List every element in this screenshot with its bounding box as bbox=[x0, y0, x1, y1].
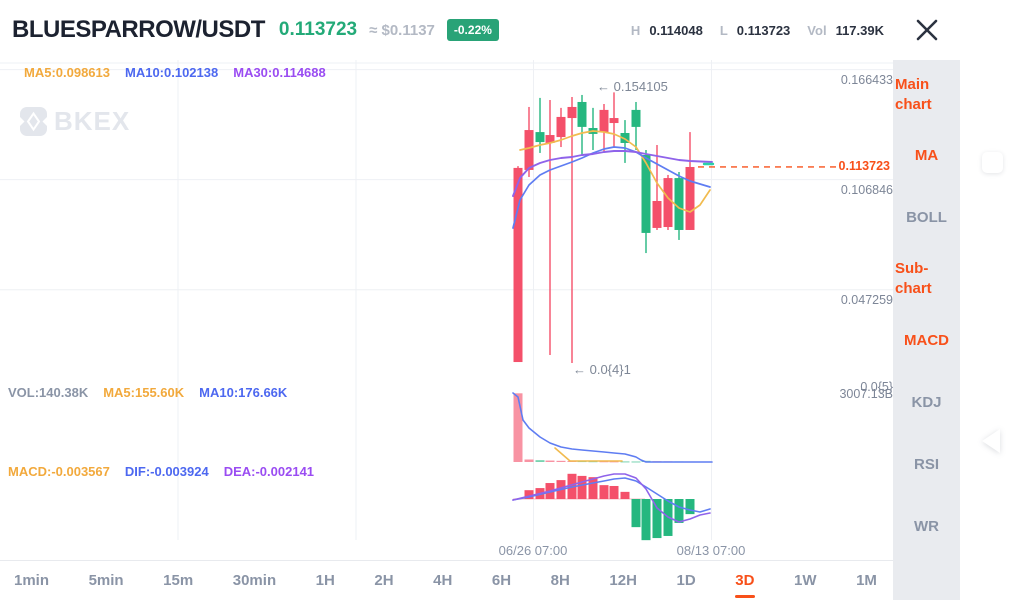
y-axis-label: 0.047259 bbox=[840, 292, 893, 307]
legend-ma5: MA5:155.60K bbox=[103, 385, 185, 400]
y-axis-label: 0.0{5} bbox=[860, 379, 893, 394]
approx-usd-price: ≈ $0.1137 bbox=[369, 21, 435, 39]
chart-area: BKEX MA5:0.098613 MA10:0.102138 MA30:0.114… bbox=[0, 60, 1024, 560]
close-icon[interactable] bbox=[914, 17, 940, 43]
sidebar-item-macd[interactable]: MACD bbox=[904, 332, 949, 349]
volume-axis-max-label: 3007.13B bbox=[839, 387, 893, 401]
change-badge: -0.22% bbox=[446, 19, 499, 41]
timeframe-6h[interactable]: 6H bbox=[491, 572, 512, 589]
volume-legend: VOL:140.38K MA5:155.60K MA10:176.66K bbox=[8, 385, 287, 400]
timeframe-15m[interactable]: 15m bbox=[163, 572, 194, 589]
y-axis-label: 0.166433 bbox=[840, 72, 893, 87]
low-value: 0.113723 bbox=[736, 22, 791, 38]
timeframe-4h[interactable]: 4H bbox=[433, 572, 453, 589]
x-axis-label: 06/26 07:00 bbox=[498, 543, 568, 558]
high-value: 0.114048 bbox=[649, 22, 703, 38]
legend-macd: MACD:-0.003567 bbox=[8, 464, 110, 479]
low-label: L bbox=[719, 22, 728, 38]
legend-ma30: MA30:0.114688 bbox=[233, 65, 326, 80]
timeframe-8h[interactable]: 8H bbox=[550, 572, 570, 589]
legend-ma5: MA5:0.098613 bbox=[24, 65, 110, 80]
timeframe-1min[interactable]: 1min bbox=[14, 572, 50, 589]
last-price: 0.113723 bbox=[278, 19, 358, 40]
legend-vol: VOL:140.38K bbox=[8, 385, 89, 400]
collapsed-tool-button[interactable] bbox=[982, 152, 1003, 173]
timeframe-30min[interactable]: 30min bbox=[232, 572, 277, 589]
collapse-arrow-icon[interactable] bbox=[977, 424, 1007, 458]
candlestick-chart[interactable] bbox=[0, 60, 893, 560]
high-annotation: ← 0.154105 bbox=[597, 79, 668, 94]
sidebar-item-main-chart: Main chart bbox=[895, 76, 932, 113]
high-label: H bbox=[630, 22, 641, 38]
timeframe-5min[interactable]: 5min bbox=[88, 572, 124, 589]
y-axis-label: 0.106846 bbox=[840, 182, 893, 197]
timeframe-bar: 1min 5min 15m 30min 1H 2H 4H 6H 8H 12H 1D 3D 1W 1M bbox=[0, 560, 893, 600]
macd-legend: MACD:-0.003567 DIF:-0.003924 DEA:-0.002141 bbox=[8, 464, 314, 479]
vol-value: 117.39K bbox=[835, 22, 884, 38]
indicator-sidebar: Main chart MA BOLL Sub-chart MACD KDJ RSI WR bbox=[893, 60, 960, 600]
sidebar-item-sub-chart: Sub-chart bbox=[895, 260, 932, 297]
timeframe-1d[interactable]: 1D bbox=[676, 572, 696, 589]
legend-dif: DIF:-0.003924 bbox=[124, 464, 209, 479]
timeframe-2h[interactable]: 2H bbox=[374, 572, 394, 589]
sidebar-item-kdj[interactable]: KDJ bbox=[911, 394, 942, 411]
pair-title: BLUESPARROW/USDT bbox=[12, 16, 265, 43]
timeframe-1h[interactable]: 1H bbox=[315, 572, 335, 589]
high-low-vol-stats: H 0.114048 L 0.113723 Vol 117.39K bbox=[631, 23, 892, 38]
low-annotation: ← 0.0{4}1 bbox=[573, 362, 631, 377]
sidebar-item-ma[interactable]: MA bbox=[914, 147, 939, 164]
timeframe-3d[interactable]: 3D bbox=[735, 572, 755, 589]
main-chart-legend: MA5:0.098613 MA10:0.102138 MA30:0.114688 bbox=[24, 65, 326, 80]
timeframe-1m[interactable]: 1M bbox=[856, 572, 877, 589]
sidebar-item-boll[interactable]: BOLL bbox=[906, 209, 947, 226]
timeframe-1w[interactable]: 1W bbox=[794, 572, 817, 589]
sidebar-item-wr[interactable]: WR bbox=[914, 518, 939, 535]
x-axis-label: 08/13 07:00 bbox=[676, 543, 746, 558]
current-price-label: 0.113723 bbox=[835, 158, 893, 173]
legend-ma10: MA10:176.66K bbox=[199, 385, 288, 400]
sidebar-item-rsi[interactable]: RSI bbox=[913, 456, 939, 473]
legend-ma10: MA10:0.102138 bbox=[125, 65, 219, 80]
vol-label: Vol bbox=[807, 22, 827, 38]
timeframe-12h[interactable]: 12H bbox=[609, 572, 637, 589]
legend-dea: DEA:-0.002141 bbox=[223, 464, 315, 479]
header: BLUESPARROW/USDT 0.113723 ≈ $0.1137 -0.2… bbox=[0, 0, 1024, 60]
